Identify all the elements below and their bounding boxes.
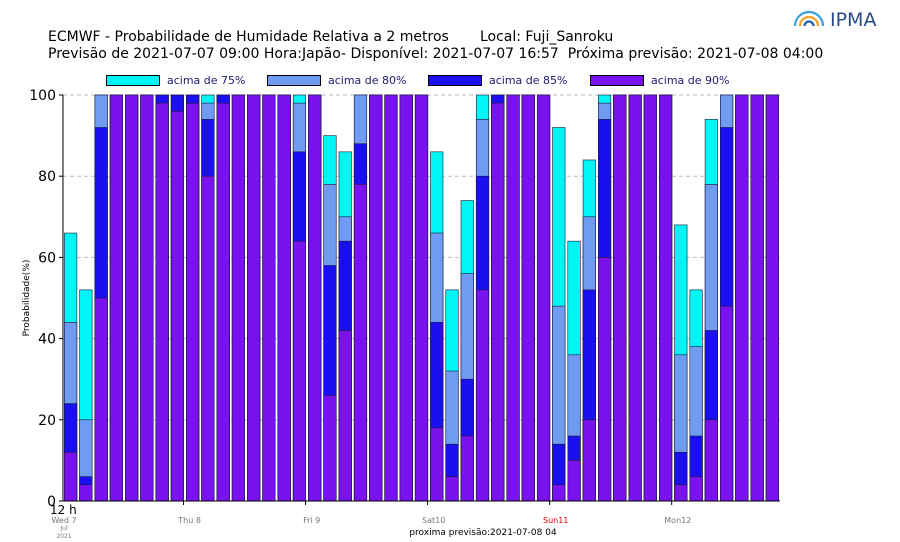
y-tick-label: 80 (38, 169, 56, 185)
x-day-label: Thu 8 (177, 516, 201, 525)
bar-p90 (552, 484, 566, 502)
chart-title-line1: ECMWF - Probabilidade de Humidade Relati… (48, 29, 614, 45)
bar-p90 (125, 94, 139, 502)
legend-swatch (106, 74, 160, 86)
bar-p90 (186, 102, 200, 502)
y-tick-label: 100 (29, 88, 56, 104)
y-axis-label: Probabilidade(%) (22, 260, 32, 337)
legend-item: acima de 80% (267, 73, 407, 87)
bar-p90 (720, 305, 734, 502)
legend-label: acima de 75% (167, 73, 246, 87)
logo-arc-middle-icon (798, 15, 820, 27)
bar-p90 (384, 94, 398, 502)
bar-p90 (643, 94, 657, 502)
bar-p90 (292, 240, 307, 502)
x-day-label: Sat10 (422, 516, 445, 525)
bar-p90 (201, 175, 215, 502)
bar-p90 (506, 94, 520, 502)
bar-p90 (445, 476, 459, 502)
x-day-sublabel: 2021 (56, 533, 71, 540)
x-day-label: Sun11 (543, 516, 568, 525)
bar-p90 (109, 94, 123, 502)
x-day-label: Mon12 (664, 516, 691, 525)
bar-p90 (94, 297, 108, 502)
bar-p90 (353, 184, 368, 502)
bar-p90 (750, 94, 764, 502)
legend-label: acima de 90% (651, 73, 730, 87)
bar-p90 (460, 435, 474, 502)
x-day-label: Wed 7 (51, 516, 76, 525)
bar-p90 (399, 94, 413, 502)
bar-p90 (735, 94, 749, 502)
legend-swatch (267, 74, 321, 86)
bars-layer (64, 94, 779, 502)
bar-p90 (674, 484, 688, 502)
x-day-sublabel: Jul (59, 525, 68, 532)
bar-p90 (216, 102, 230, 502)
legend-swatch (428, 74, 482, 86)
bar-p90 (170, 110, 184, 502)
bar-p90 (567, 460, 581, 502)
next-forecast-footer: proxima previsão:2021-07-08 04 (409, 528, 557, 538)
logo-text: IPMA (830, 9, 876, 30)
bar-p90 (79, 484, 93, 502)
bar-p90 (491, 102, 505, 502)
logo-arc-outer-icon (793, 10, 825, 27)
y-tick-label: 20 (38, 413, 56, 429)
bar-p90 (414, 94, 429, 502)
legend-item: acima de 85% (428, 73, 568, 87)
bar-p90 (231, 94, 245, 502)
x-first-label: 12 h (50, 503, 77, 517)
bar-p90 (659, 94, 673, 502)
logo-arc-inner-icon (803, 20, 815, 27)
bar-p90 (247, 94, 261, 502)
bar-p90 (140, 94, 154, 502)
ipma-logo: IPMA (793, 9, 876, 30)
bar-p90 (369, 94, 383, 502)
bar-p90 (338, 330, 352, 502)
bar-p90 (704, 419, 718, 502)
bar-p90 (64, 451, 78, 502)
bar-p90 (536, 94, 551, 502)
bar-p90 (613, 94, 627, 502)
bar-p90 (277, 94, 291, 502)
bar-p90 (521, 94, 535, 502)
bar-p90 (308, 94, 322, 502)
y-tick-label: 0 (47, 494, 56, 510)
legend-label: acima de 80% (328, 73, 407, 87)
bar-p90 (323, 395, 337, 502)
bar-p90 (689, 476, 703, 502)
bar-p90 (598, 257, 612, 502)
bar-p90 (430, 427, 444, 502)
bar-p90 (582, 419, 596, 502)
legend-item: acima de 75% (106, 73, 246, 87)
legend-item: acima de 90% (590, 73, 730, 87)
bar-p90 (765, 94, 779, 502)
legend-swatch (590, 74, 644, 86)
bar-p90 (475, 289, 490, 502)
legend-label: acima de 85% (489, 73, 568, 87)
bar-p90 (628, 94, 642, 502)
chart-title-line2: Previsão de 2021-07-07 09:00 Hora:Japão-… (48, 46, 824, 62)
bar-p90 (262, 94, 276, 502)
y-tick-label: 40 (38, 332, 56, 348)
y-tick-label: 60 (38, 250, 56, 266)
x-day-label: Fri 9 (303, 516, 320, 525)
bar-p90 (155, 102, 169, 502)
